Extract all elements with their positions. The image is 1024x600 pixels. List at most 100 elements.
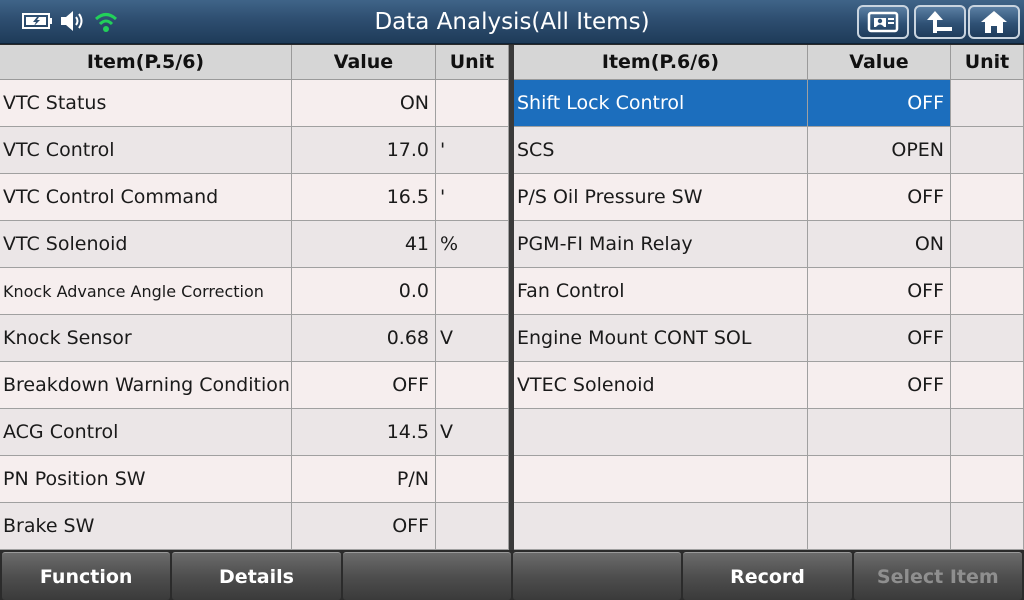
item-value: 14.5	[292, 409, 436, 456]
item-unit: V	[436, 315, 509, 362]
table-row-selected[interactable]: Shift Lock Control OFF	[514, 80, 1024, 127]
item-value: OFF	[292, 503, 436, 550]
item-name	[514, 456, 808, 503]
page-title: Data Analysis(All Items)	[374, 9, 650, 35]
item-value	[808, 503, 951, 550]
item-unit	[951, 127, 1024, 174]
item-name: P/S Oil Pressure SW	[514, 174, 808, 221]
item-unit	[436, 362, 509, 409]
column-header-value: Value	[808, 45, 951, 80]
item-value: OFF	[808, 268, 951, 315]
right-data-table: Item(P.6/6) Value Unit Shift Lock Contro…	[514, 45, 1024, 550]
print-button[interactable]	[857, 5, 909, 39]
item-name: VTC Status	[0, 80, 292, 127]
right-data-table-panel: Item(P.6/6) Value Unit Shift Lock Contro…	[514, 45, 1024, 550]
back-button[interactable]	[914, 5, 966, 39]
item-value: OFF	[808, 362, 951, 409]
table-row-empty	[514, 503, 1024, 550]
item-value: 41	[292, 221, 436, 268]
right-table-header: Item(P.6/6) Value Unit	[514, 45, 1024, 80]
item-value: ON	[292, 80, 436, 127]
title-bar: Data Analysis(All Items)	[0, 0, 1024, 44]
record-button[interactable]: Record	[683, 552, 852, 600]
table-row[interactable]: Knock Sensor 0.68 V	[0, 315, 509, 362]
print-icon	[867, 11, 899, 33]
table-row[interactable]: PGM-FI Main Relay ON	[514, 221, 1024, 268]
table-row[interactable]: P/S Oil Pressure SW OFF	[514, 174, 1024, 221]
details-button[interactable]: Details	[172, 552, 341, 600]
item-name: ACG Control	[0, 409, 292, 456]
item-name: Knock Sensor	[0, 315, 292, 362]
item-name: SCS	[514, 127, 808, 174]
item-unit	[436, 268, 509, 315]
column-header-unit: Unit	[436, 45, 509, 80]
home-icon	[981, 11, 1007, 33]
item-name: Fan Control	[514, 268, 808, 315]
home-button[interactable]	[968, 5, 1020, 39]
item-unit	[951, 409, 1024, 456]
table-row[interactable]: ACG Control 14.5 V	[0, 409, 509, 456]
item-name	[514, 409, 808, 456]
table-row[interactable]: VTC Control 17.0 '	[0, 127, 509, 174]
table-row[interactable]: VTC Control Command 16.5 '	[0, 174, 509, 221]
item-unit	[951, 174, 1024, 221]
item-unit	[951, 80, 1024, 127]
table-row[interactable]: SCS OPEN	[514, 127, 1024, 174]
item-unit: %	[436, 221, 509, 268]
wifi-icon	[92, 9, 120, 33]
item-name	[514, 503, 808, 550]
item-value: OFF	[808, 315, 951, 362]
item-name: Knock Advance Angle Correction	[0, 268, 292, 315]
item-value	[808, 456, 951, 503]
column-header-item: Item(P.5/6)	[0, 45, 292, 80]
left-table-header: Item(P.5/6) Value Unit	[0, 45, 509, 80]
item-value: OFF	[292, 362, 436, 409]
table-row[interactable]: Knock Advance Angle Correction 0.0	[0, 268, 509, 315]
item-unit	[951, 503, 1024, 550]
table-row-empty	[514, 456, 1024, 503]
item-unit: V	[436, 409, 509, 456]
item-value: OPEN	[808, 127, 951, 174]
table-row[interactable]: Fan Control OFF	[514, 268, 1024, 315]
item-unit	[436, 503, 509, 550]
item-value: 0.68	[292, 315, 436, 362]
speaker-icon	[58, 9, 88, 33]
item-unit	[951, 315, 1024, 362]
table-row[interactable]: Engine Mount CONT SOL OFF	[514, 315, 1024, 362]
bottom-toolbar: Function Details Record Select Item	[0, 550, 1024, 600]
table-row[interactable]: Brake SW OFF	[0, 503, 509, 550]
left-data-table-panel: Item(P.5/6) Value Unit VTC Status ON VTC…	[0, 45, 509, 550]
empty-button-3[interactable]	[342, 552, 511, 600]
item-unit	[951, 221, 1024, 268]
table-row[interactable]: VTC Status ON	[0, 80, 509, 127]
table-row[interactable]: PN Position SW P/N	[0, 456, 509, 503]
item-value: OFF	[808, 80, 951, 127]
item-value: 0.0	[292, 268, 436, 315]
item-unit	[436, 456, 509, 503]
item-unit: '	[436, 127, 509, 174]
item-value: 16.5	[292, 174, 436, 221]
item-name: VTC Control	[0, 127, 292, 174]
item-name: Brake SW	[0, 503, 292, 550]
item-unit	[951, 362, 1024, 409]
item-unit	[436, 80, 509, 127]
item-value	[808, 409, 951, 456]
item-name: PGM-FI Main Relay	[514, 221, 808, 268]
item-name: Breakdown Warning Condition	[0, 362, 292, 409]
item-name: PN Position SW	[0, 456, 292, 503]
function-button[interactable]: Function	[2, 552, 171, 600]
table-row-empty	[514, 409, 1024, 456]
item-unit	[951, 456, 1024, 503]
table-row[interactable]: VTEC Solenoid OFF	[514, 362, 1024, 409]
item-name: Engine Mount CONT SOL	[514, 315, 808, 362]
item-name: VTC Control Command	[0, 174, 292, 221]
empty-button-4[interactable]	[512, 552, 682, 600]
item-unit	[951, 268, 1024, 315]
item-value: ON	[808, 221, 951, 268]
item-unit: '	[436, 174, 509, 221]
table-divider	[509, 45, 514, 550]
table-row[interactable]: VTC Solenoid 41 %	[0, 221, 509, 268]
select-item-button[interactable]: Select Item	[853, 552, 1022, 600]
column-header-item: Item(P.6/6)	[514, 45, 808, 80]
table-row[interactable]: Breakdown Warning Condition OFF	[0, 362, 509, 409]
